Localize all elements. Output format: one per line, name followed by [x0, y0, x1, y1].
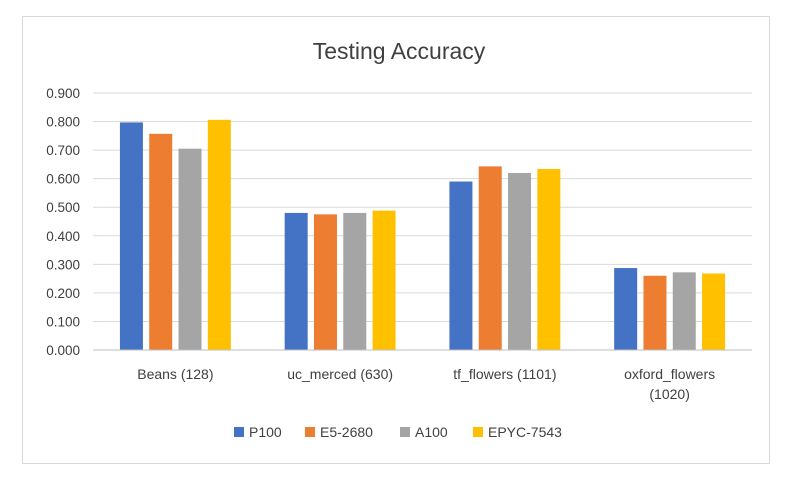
y-tick-label: 0.900: [46, 86, 80, 101]
y-tick-label: 0.600: [46, 172, 80, 187]
bar-epyc-7543: [207, 119, 231, 350]
legend-label: EPYC-7543: [488, 424, 562, 440]
x-axis-category-labels: Beans (128) uc_merced (630) tf_flowers (11…: [137, 366, 715, 402]
y-tick-label: 0.100: [46, 314, 80, 329]
y-tick-label: 0.000: [46, 343, 80, 358]
bar-e5-2680: [643, 275, 667, 350]
x-category-label: uc_merced (630): [287, 366, 393, 382]
bar-a100: [178, 148, 202, 350]
bar-e5-2680: [478, 166, 502, 350]
bar-a100: [672, 272, 696, 350]
chart-frame: [22, 16, 770, 464]
legend-swatch: [400, 427, 410, 437]
legend-label: A100: [415, 424, 448, 440]
y-tick-label: 0.300: [46, 257, 80, 272]
x-category-label: oxford_flowers: [624, 366, 715, 382]
legend-label: P100: [249, 424, 282, 440]
legend-label: E5-2680: [320, 424, 373, 440]
y-axis-tick-labels: 0.000 0.100 0.200 0.300 0.400 0.500 0.600 0.700…: [46, 86, 80, 358]
bar-a100: [343, 212, 367, 350]
chart-title: Testing Accuracy: [313, 38, 486, 64]
y-tick-label: 0.700: [46, 143, 80, 158]
bar-epyc-7543: [372, 210, 396, 350]
x-category-label: (1020): [649, 386, 689, 402]
bars: [119, 119, 726, 350]
y-tick-label: 0.500: [46, 200, 80, 215]
y-tick-label: 0.200: [46, 286, 80, 301]
gridlines: [93, 92, 752, 322]
x-category-label: tf_flowers (1101): [453, 366, 556, 382]
bar-p100: [614, 268, 638, 350]
bar-p100: [449, 181, 473, 350]
legend-swatch: [473, 427, 483, 437]
bar-epyc-7543: [537, 168, 561, 350]
bar-a100: [508, 172, 532, 350]
legend-swatch: [234, 427, 244, 437]
bar-epyc-7543: [702, 273, 726, 350]
legend-swatch: [305, 427, 315, 437]
legend: P100 E5-2680 A100 EPYC-7543: [234, 424, 562, 440]
bar-p100: [119, 122, 143, 350]
bar-p100: [284, 212, 308, 350]
y-tick-label: 0.400: [46, 229, 80, 244]
bar-e5-2680: [313, 214, 337, 350]
x-category-label: Beans (128): [137, 366, 213, 382]
bar-e5-2680: [149, 133, 173, 350]
y-tick-label: 0.800: [46, 115, 80, 130]
